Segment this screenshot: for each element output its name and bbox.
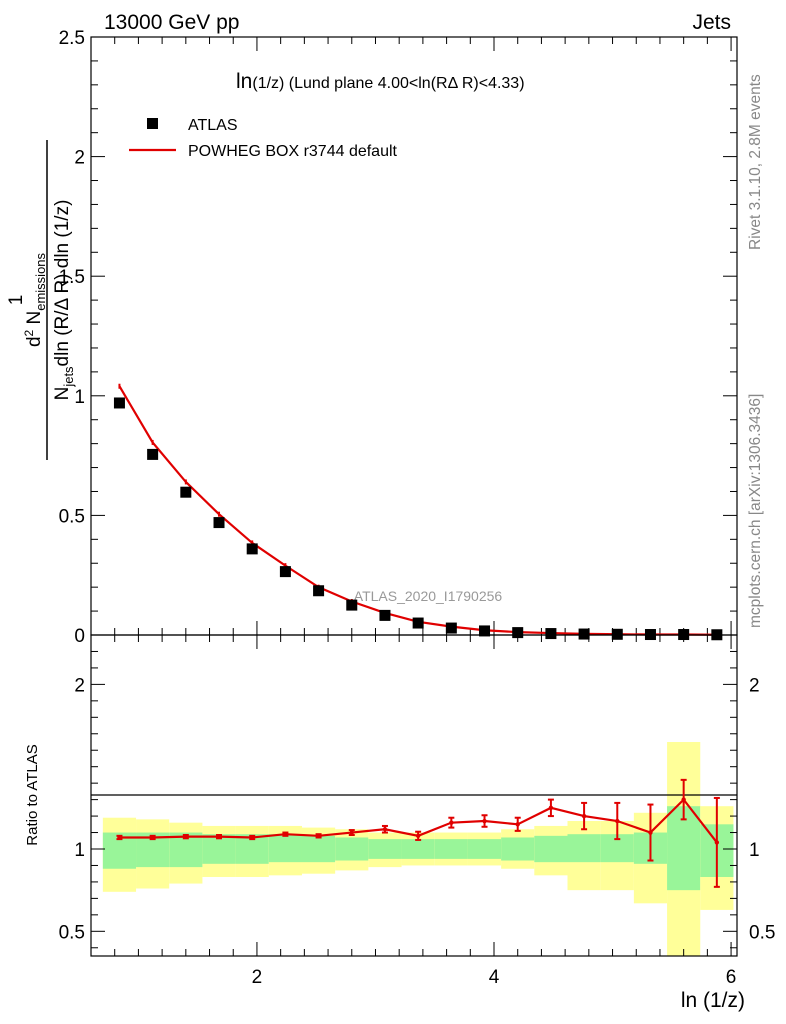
data-point [445,622,457,634]
data-point [512,627,524,639]
data-point [147,448,159,460]
rivet-version-label: Rivet 3.1.10, 2.8M events [747,74,764,250]
ratio-point [449,820,454,825]
main-ytick-label: 0 [74,626,85,647]
ratio-ytick-label: 0.5 [59,922,85,943]
ylabel-prefactor: 1 [6,295,27,306]
legend-atlas-label: ATLAS [188,117,238,134]
band-inner [301,835,336,863]
band-inner [434,839,468,859]
ylabel-numerator: d2 Nemissions [22,252,48,347]
main-ticks: 0 0.5 1 1.5 2 2.5 [59,28,737,647]
data-point [611,628,623,640]
data-point [346,599,358,611]
legend-atlas-marker [147,118,158,129]
main-ytick-label: 0.5 [59,506,85,527]
ylabel-denominator: Njetsdln (R/Δ R) dln (1/z) [52,200,76,401]
plot-title-sub: (1/z) [252,75,284,92]
plot-title: ln(1/z) (Lund plane 4.00<ln(RΔ R)<4.33) [236,70,525,93]
ratio-point [117,835,122,840]
ratio-ytick-label: 1 [74,840,85,861]
band-inner [401,839,435,859]
main-ylabel: d2 Nemissions Njetsdln (R/Δ R) dln (1/z)… [22,140,76,460]
analysis-watermark: ATLAS_2020_I1790256 [354,588,503,604]
ratio-point [382,827,388,832]
ratio-mc-series [116,778,720,888]
data-point [279,566,291,578]
header-energy: 13000 GeV pp [104,11,239,34]
ratio-xtick-label: 2 [252,967,263,988]
data-point [246,543,258,555]
ratio-xlabel: ln (1/z) [681,989,745,1012]
ratio-xtick-label: 4 [489,967,500,988]
ratio-point [581,813,587,819]
ratio-ytick-label: 2 [74,675,85,696]
main-ytick-label: 1.5 [59,267,85,288]
ratio-point [183,834,189,839]
data-point [479,625,491,637]
main-ytick-label: 2 [74,148,85,169]
ratio-point [615,818,620,824]
legend-powheg-label: POWHEG BOX r3744 default [188,143,398,160]
data-point [180,486,192,498]
plot-title-main: ln [236,70,252,93]
ratio-ytick-label-right: 0.5 [749,922,775,943]
ratio-point [283,831,288,837]
main-ytick-label: 2.5 [59,28,85,49]
band-inner [501,837,535,861]
ratio-point [216,834,222,839]
ratio-point [482,818,487,824]
band-inner [268,834,302,863]
ratio-ytick-label-right: 1 [749,840,760,861]
ratio-frame [90,634,738,957]
data-point [578,628,590,640]
band-inner [368,839,402,859]
ratio-point [681,797,686,802]
main-ytick-label: 1 [74,387,85,408]
ratio-point [150,835,155,840]
ratio-point [714,840,720,845]
ratio-ytick-label-right: 2 [749,675,760,696]
band-inner [534,835,568,863]
ratio-uncertainty-bands [102,742,734,956]
ratio-point [316,833,321,839]
data-point [213,517,225,529]
band-inner [567,834,601,863]
data-point [313,585,325,597]
ratio-panel: 0.5 0.5 1 1 2 2 2 4 6 Ratio to ATLAS ln (1/z) [24,634,775,1012]
band-inner [467,839,502,859]
legend: ATLAS POWHEG BOX r3744 default [129,117,398,160]
mcplots-label: mcplots.cern.ch [arXiv:1306.3436] [747,394,764,628]
ratio-point [548,805,554,811]
main-panel: 0 0.5 1 1.5 2 2.5 ATLAS_2020_I1790256 ln(1/z)… [6,28,738,647]
plot-title-rest: (Lund plane 4.00<ln(RΔ R)<4.33) [284,75,524,92]
data-point [379,609,391,621]
ratio-ticks: 0.5 0.5 1 1 2 2 2 4 6 [59,635,775,988]
band-inner [335,837,369,861]
ylabel-prefactor-one: 1 [6,295,27,306]
ratio-point [349,830,354,835]
header-process: Jets [692,11,731,34]
ratio-ylabel: Ratio to ATLAS [24,744,41,845]
data-point [412,617,424,629]
ratio-point [515,822,520,827]
data-point [545,628,557,640]
ratio-xtick-label: 6 [726,967,737,988]
ratio-point [415,833,421,839]
ratio-point [648,830,653,835]
ratio-point [250,835,255,840]
data-point [113,397,125,409]
